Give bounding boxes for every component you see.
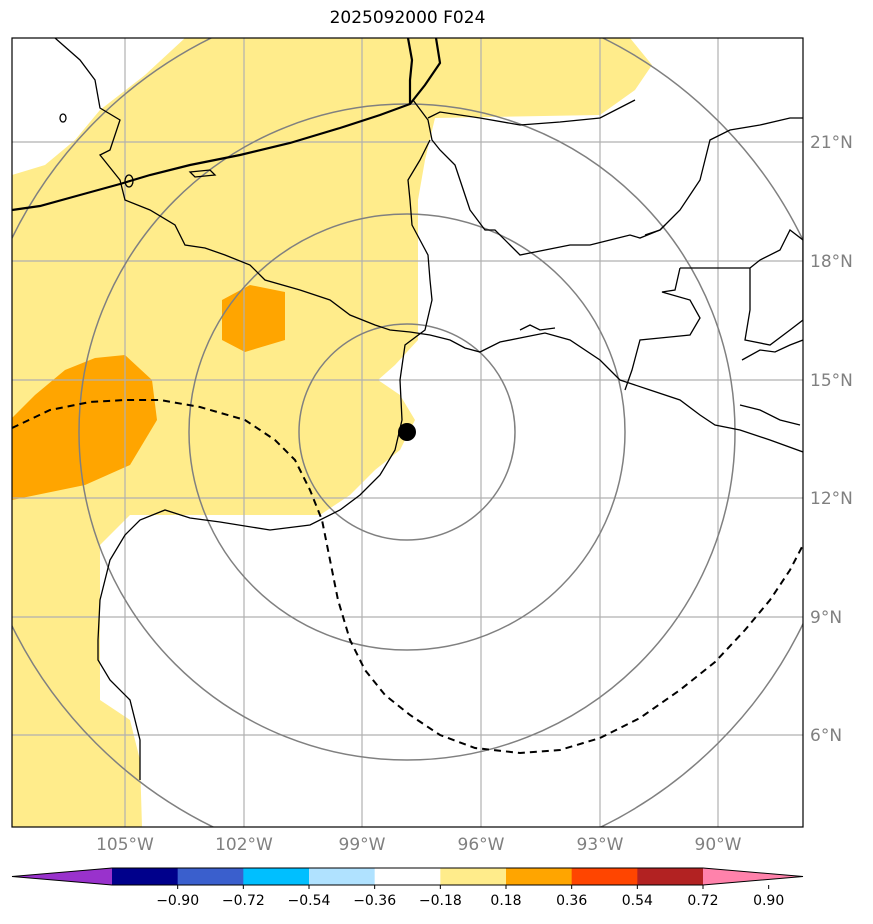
colorbar-segment	[506, 868, 573, 885]
lon-label: 90°W	[695, 835, 742, 855]
lon-label: 105°W	[96, 835, 154, 855]
colorbar-segment	[637, 868, 704, 885]
lon-label: 93°W	[577, 835, 624, 855]
colorbar-segment	[440, 868, 507, 885]
colorbar-outline	[11, 867, 804, 886]
colorbar-segment	[177, 868, 244, 885]
lon-label: 99°W	[339, 835, 386, 855]
coastlines	[54, 38, 803, 780]
colorbar-tick-label: 0.90	[753, 893, 784, 909]
colorbar-tick-label: −0.90	[156, 893, 199, 909]
colorbar-tick-label: −0.54	[288, 893, 331, 909]
colorbar-tick-label: −0.18	[419, 893, 462, 909]
colorbar-segment	[243, 868, 310, 885]
colorbar-extend-low	[12, 868, 112, 885]
colorbar-segment	[571, 868, 638, 885]
lat-label: 9°N	[810, 608, 842, 628]
map-title: 2025092000 F024	[329, 8, 486, 28]
colorbar-extend-high	[703, 868, 803, 885]
colorbar-tick-label: 0.36	[556, 893, 587, 909]
storm-center-marker	[398, 423, 416, 441]
longitude-labels: 105°W 102°W 99°W 96°W 93°W 90°W	[96, 835, 742, 855]
map-frame	[11, 37, 804, 828]
lat-label: 21°N	[810, 133, 853, 153]
colorbar-tick-label: 0.72	[687, 893, 718, 909]
latitude-labels: 21°N 18°N 15°N 12°N 9°N 6°N	[810, 133, 853, 746]
shaded-region-orange-1	[222, 285, 285, 352]
colorbar: −0.90 −0.72 −0.54 −0.36 −0.18 0.18 0.36 0.54 0.7…	[11, 867, 804, 909]
lat-label: 12°N	[810, 489, 853, 509]
colorbar-tick-label: −0.36	[353, 893, 396, 909]
shaded-region-orange-2	[12, 355, 157, 500]
lat-label: 18°N	[810, 252, 853, 272]
dashed-contours	[12, 399, 803, 755]
colorbar-segment	[374, 868, 441, 885]
colorbar-tick-label: −0.72	[222, 893, 265, 909]
lat-label: 15°N	[810, 371, 853, 391]
lon-label: 96°W	[458, 835, 505, 855]
colorbar-tick-label: 0.54	[622, 893, 653, 909]
border-lines	[12, 38, 442, 212]
graticule	[12, 38, 803, 827]
colorbar-tick-label: 0.18	[490, 893, 521, 909]
map-plot-area	[12, 38, 803, 827]
lat-label: 6°N	[810, 726, 842, 746]
colorbar-segment	[309, 868, 376, 885]
lon-label: 102°W	[215, 835, 273, 855]
colorbar-segment	[112, 868, 179, 885]
shaded-region-yellow	[12, 38, 652, 827]
